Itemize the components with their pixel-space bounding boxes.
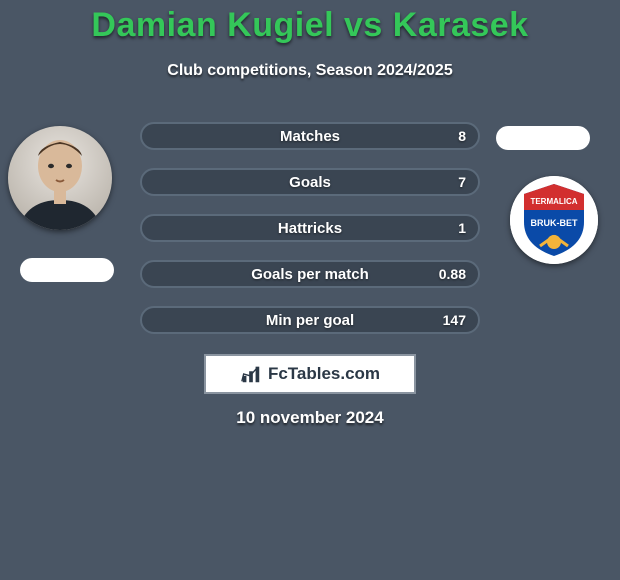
stats-rows: Matches 8 Goals 7 Hattricks 1 Goals per … — [140, 122, 480, 334]
comparison-card: Damian Kugiel vs Karasek Club competitio… — [0, 0, 620, 580]
flag-oval-left — [20, 258, 114, 282]
avatar-icon — [8, 126, 112, 230]
stat-row: Goals per match 0.88 — [140, 260, 480, 288]
subtitle: Club competitions, Season 2024/2025 — [0, 62, 620, 80]
stat-right-value: 7 — [458, 174, 466, 190]
stat-right-value: 1 — [458, 220, 466, 236]
stat-row: Matches 8 — [140, 122, 480, 150]
stat-label: Goals per match — [142, 266, 478, 283]
date-line: 10 november 2024 — [0, 408, 620, 428]
club-badge-icon: TERMALICA BRUK-BET — [510, 176, 598, 264]
stat-label: Hattricks — [142, 220, 478, 237]
stat-right-value: 147 — [443, 312, 466, 328]
stat-right-value: 8 — [458, 128, 466, 144]
stat-label: Matches — [142, 128, 478, 145]
page-title: Damian Kugiel vs Karasek — [0, 6, 620, 45]
stat-row: Min per goal 147 — [140, 306, 480, 334]
stat-right-value: 0.88 — [439, 266, 466, 282]
stat-row: Goals 7 — [140, 168, 480, 196]
club-right-badge: TERMALICA BRUK-BET — [510, 176, 598, 264]
stat-label: Goals — [142, 174, 478, 191]
flag-oval-right — [496, 126, 590, 150]
stat-row: Hattricks 1 — [140, 214, 480, 242]
badge-top-text: TERMALICA — [530, 197, 577, 206]
brand-text: FcTables.com — [268, 364, 380, 384]
stat-label: Min per goal — [142, 312, 478, 329]
player-left-avatar — [8, 126, 112, 230]
badge-bottom-text: BRUK-BET — [531, 218, 578, 228]
bar-chart-icon — [240, 363, 262, 385]
brand-pill: FcTables.com — [204, 354, 416, 394]
